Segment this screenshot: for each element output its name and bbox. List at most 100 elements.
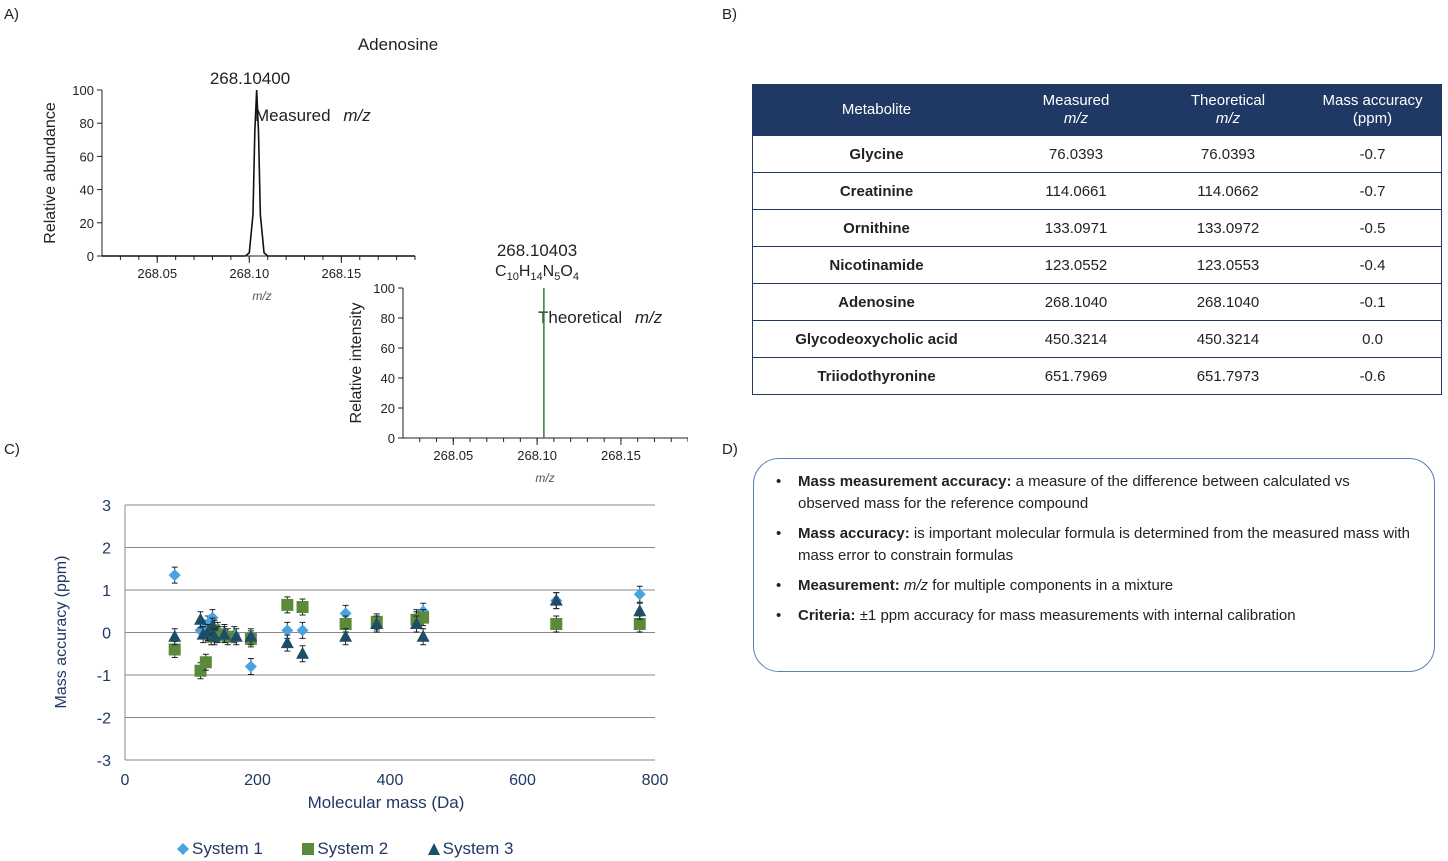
x-tick-label: 268.10 — [229, 266, 269, 281]
data-point-system2 — [339, 618, 352, 630]
data-point-system1 — [168, 569, 181, 582]
square-marker-icon — [302, 843, 315, 855]
x-axis-label: Molecular mass (Da) — [308, 793, 465, 812]
value-cell: 123.0552 — [1000, 246, 1152, 284]
value-cell: -0.7 — [1304, 172, 1442, 210]
chart-title: Adenosine — [358, 35, 438, 54]
data-point-system3 — [416, 629, 430, 642]
value-cell: 76.0393 — [1152, 135, 1304, 173]
scatter-legend: System 1 System 2 System 3 — [176, 839, 547, 861]
diamond-marker-icon — [177, 843, 189, 855]
data-point-system1 — [244, 660, 257, 673]
formula-h-count: 14 — [530, 271, 542, 283]
data-point-system3 — [194, 612, 208, 625]
metabolite-name-cell: Adenosine — [752, 283, 1000, 321]
data-point-system2 — [199, 656, 212, 669]
y-tick-label: 20 — [80, 216, 94, 231]
value-cell: 114.0661 — [1000, 172, 1152, 210]
data-point-system3 — [205, 619, 219, 632]
data-point-system2 — [168, 643, 181, 656]
metabolite-name-cell: Ornithine — [752, 209, 1000, 247]
theoretical-annotation: Theoretical m/z — [538, 308, 663, 327]
y-tick-label: 3 — [102, 498, 111, 515]
formula-o-count: 4 — [573, 271, 579, 283]
data-point-system2 — [633, 618, 646, 630]
measured-annotation-unit: m/z — [343, 106, 371, 125]
note-item: • Mass accuracy: is important molecular f… — [776, 523, 1414, 567]
y-tick-label: 100 — [72, 83, 94, 98]
x-axis-label: m/z — [252, 289, 271, 303]
value-cell: 133.0971 — [1000, 209, 1152, 247]
theoretical-axes: 268.05 268.10 268.15 0 20 40 60 80 100 — [373, 281, 688, 463]
formula-o: O — [560, 263, 572, 280]
note-term: Measurement: — [798, 577, 900, 594]
data-point-system3 — [244, 629, 258, 642]
table-header-row: Metabolite Measured m/z Theoretical m/z Ma… — [752, 84, 1442, 136]
x-tick-label: 800 — [642, 772, 669, 789]
legend-item-system3: System 3 — [427, 839, 514, 859]
data-point-system1 — [296, 624, 309, 637]
note-italic: m/z — [899, 577, 929, 594]
measured-annotation: Measured m/z — [255, 106, 371, 125]
y-tick-label: 80 — [381, 311, 395, 326]
metabolite-name-cell: Glycodeoxycholic acid — [752, 320, 1000, 358]
x-axis-label: m/z — [535, 471, 554, 485]
y-tick-label: -1 — [97, 668, 111, 685]
bullet-icon: • — [776, 525, 782, 542]
note-term: Criteria: — [798, 607, 856, 624]
data-point-system3 — [207, 629, 221, 642]
y-tick-label: 60 — [381, 341, 395, 356]
x-tick-label: 268.10 — [517, 448, 557, 463]
scatter-grid: 3 2 1 0 -1 -2 -3 0 200 400 600 800 — [97, 498, 669, 789]
data-point-system3 — [296, 646, 310, 659]
legend-item-system1: System 1 — [176, 839, 263, 859]
measured-spectrum-chart: Adenosine 268.10400 Measured m/z Relativ… — [42, 35, 438, 303]
x-tick-label: 600 — [509, 772, 536, 789]
notes-list: • Mass measurement accuracy: a measure of… — [754, 459, 1434, 627]
y-tick-label: 80 — [80, 116, 94, 131]
panel-label-c: C) — [4, 441, 20, 458]
metabolite-name-cell: Creatinine — [752, 172, 1000, 210]
value-cell: 76.0393 — [1000, 135, 1152, 173]
y-tick-label: 60 — [80, 149, 94, 164]
x-tick-label: 0 — [121, 772, 130, 789]
value-cell: 0.0 — [1304, 320, 1442, 358]
formula-label: C10H14N5O4 — [495, 263, 579, 283]
note-text: a measure of the difference between calc… — [798, 473, 1350, 512]
data-point-system1 — [633, 588, 646, 601]
y-axis-label: Mass accuracy (ppm) — [53, 556, 70, 709]
table-row: Glycine 76.0393 76.0393 -0.7 — [752, 135, 1442, 173]
note-term: Mass measurement accuracy: — [798, 473, 1012, 490]
value-cell: -0.7 — [1304, 135, 1442, 173]
data-point-system2 — [550, 618, 563, 630]
data-point-system3 — [339, 629, 353, 642]
note-item: • Criteria: ±1 ppm accuracy for mass meas… — [776, 605, 1414, 627]
legend-label: System 3 — [442, 839, 514, 858]
scatter-points — [168, 566, 647, 680]
measured-annotation-text: Measured — [255, 106, 331, 125]
x-tick-label: 268.05 — [433, 448, 473, 463]
legend-label: System 2 — [317, 839, 389, 858]
peak-label: 268.10403 — [497, 241, 577, 260]
value-cell: 651.7969 — [1000, 357, 1152, 395]
value-cell: 450.3214 — [1000, 320, 1152, 358]
header-mass-accuracy: Mass accuracy (ppm) — [1304, 84, 1442, 136]
y-tick-label: 1 — [102, 583, 111, 600]
data-point-system3 — [217, 627, 231, 640]
value-cell: 133.0972 — [1152, 209, 1304, 247]
value-cell: -0.4 — [1304, 246, 1442, 284]
data-point-system3 — [410, 617, 423, 629]
legend-label: System 1 — [192, 839, 263, 858]
value-cell: -0.1 — [1304, 283, 1442, 321]
peak-label: 268.10400 — [210, 69, 290, 88]
bullet-icon: • — [776, 473, 782, 490]
data-point-system3 — [168, 629, 182, 642]
value-cell: 651.7973 — [1152, 357, 1304, 395]
data-point-system3 — [370, 617, 384, 629]
data-point-system2 — [281, 598, 294, 611]
legend-item-system2: System 2 — [301, 839, 388, 859]
data-point-system2 — [296, 601, 309, 613]
value-cell: -0.5 — [1304, 209, 1442, 247]
metabolite-name-cell: Nicotinamide — [752, 246, 1000, 284]
note-term: Mass accuracy: — [798, 525, 910, 542]
